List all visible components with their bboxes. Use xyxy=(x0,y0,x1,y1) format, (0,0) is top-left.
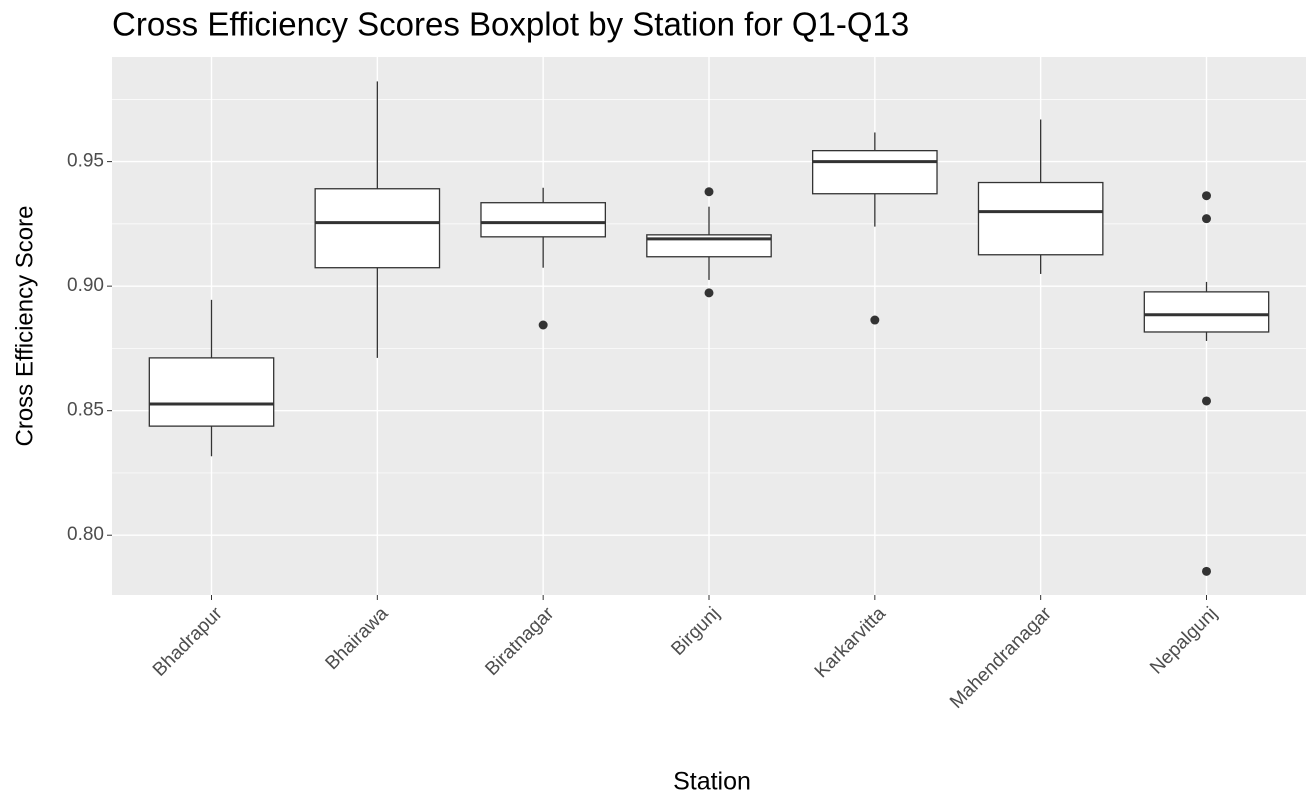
x-tick-label: Biratnagar xyxy=(481,603,558,680)
x-tick-label: Mahendranagar xyxy=(946,603,1056,713)
outlier xyxy=(1202,191,1211,201)
outlier xyxy=(704,187,714,197)
box xyxy=(314,188,441,269)
x-tick-label: Karkarvitta xyxy=(811,603,890,682)
outlier xyxy=(1202,396,1211,406)
y-tick-label: 0.85 xyxy=(67,400,104,421)
box xyxy=(811,150,938,195)
box xyxy=(977,181,1104,256)
box xyxy=(480,202,607,238)
box xyxy=(1143,291,1270,333)
y-tick-label: 0.80 xyxy=(67,524,104,545)
x-tick-label: Nepalgunj xyxy=(1146,603,1221,678)
outlier xyxy=(1202,566,1211,576)
outlier xyxy=(704,288,714,298)
box xyxy=(148,357,275,427)
y-axis-label: Cross Efficiency Score xyxy=(11,206,38,447)
y-tick-label: 0.90 xyxy=(67,275,104,296)
x-axis-label: Station xyxy=(673,768,751,796)
outlier xyxy=(870,315,880,325)
outlier xyxy=(1202,214,1211,224)
chart-title: Cross Efficiency Scores Boxplot by Stati… xyxy=(112,6,909,43)
x-tick-label: Bhairawa xyxy=(322,603,393,674)
x-tick-label: Birgunj xyxy=(667,603,724,660)
outlier xyxy=(538,320,548,330)
x-tick-label: Bhadrapur xyxy=(149,603,227,681)
y-tick-label: 0.95 xyxy=(67,151,104,172)
